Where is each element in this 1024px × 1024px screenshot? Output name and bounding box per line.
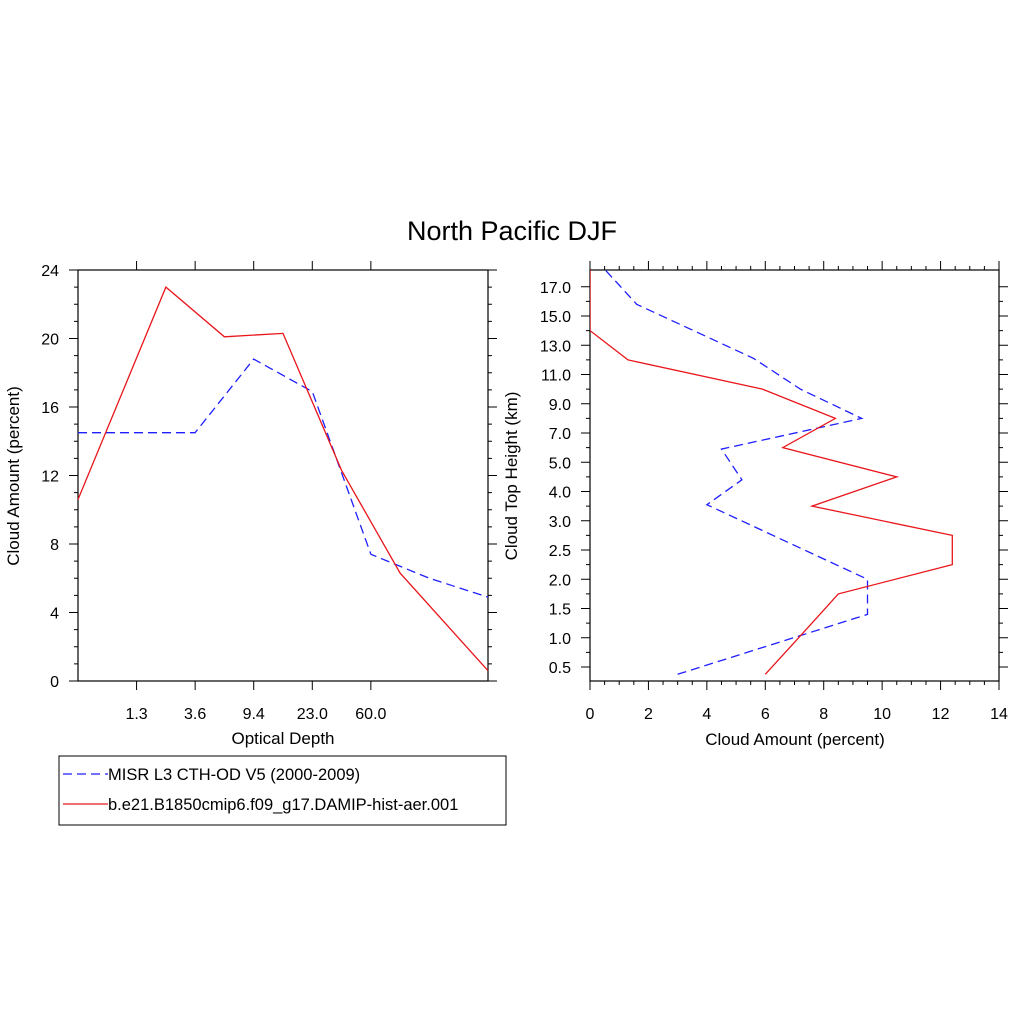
right-y-tick-label: 4.0 xyxy=(549,485,571,502)
legend-box xyxy=(58,755,507,826)
right-y-tick-label: 1.5 xyxy=(549,602,571,619)
right-y-axis-label: Cloud Top Height (km) xyxy=(502,392,521,561)
right-y-tick-label: 11.0 xyxy=(541,368,571,385)
right-y-tick-label: 0.5 xyxy=(549,660,571,677)
right-x-tick-label: 10 xyxy=(873,706,891,723)
right-series xyxy=(590,270,953,675)
misr-series-line xyxy=(78,358,489,598)
model-height-series-line xyxy=(590,270,953,675)
left-y-tick-label: 12 xyxy=(41,469,59,486)
right-x-tick-label: 4 xyxy=(702,706,711,723)
right-ticks: 0.5 1.0 1.5 2.0 2.5 3.0 4.0 5.0 7.0 9.0 11.0 13.0 15… xyxy=(540,261,1008,723)
right-x-tick-label: 6 xyxy=(761,706,770,723)
left-series xyxy=(77,286,489,672)
left-x-tick-label: 9.4 xyxy=(243,706,265,723)
left-y-tick-label: 24 xyxy=(41,263,59,280)
right-x-tick-label: 14 xyxy=(990,706,1008,723)
left-x-tick-label: 3.6 xyxy=(184,706,206,723)
right-y-tick-label: 17.0 xyxy=(540,280,571,297)
right-y-tick-label: 5.0 xyxy=(549,455,571,472)
right-x-tick-label: 2 xyxy=(644,706,653,723)
right-x-tick-label: 12 xyxy=(932,706,950,723)
left-y-axis-label: Cloud Amount (percent) xyxy=(4,386,23,566)
left-y-tick-label: 8 xyxy=(50,537,59,554)
left-y-tick-label: 20 xyxy=(41,332,59,349)
left-x-tick-label: 60.0 xyxy=(355,706,386,723)
right-plot-frame xyxy=(589,269,1000,682)
left-x-tick-label: 23.0 xyxy=(297,706,328,723)
left-ticks: 0 4 8 12 16 20 24 1.3 3.6 9.4 23.0 60.0 xyxy=(41,261,497,723)
right-y-tick-label: 2.5 xyxy=(549,543,571,560)
right-x-tick-label: 8 xyxy=(819,706,828,723)
left-y-tick-label: 16 xyxy=(41,400,59,417)
optical-depth-panel: 0 4 8 12 16 20 24 1.3 3.6 9.4 23.0 60.0 Optical Dep… xyxy=(4,261,497,748)
left-y-tick-label: 4 xyxy=(50,606,59,623)
right-y-tick-label: 13.0 xyxy=(540,338,571,355)
left-y-tick-label: 0 xyxy=(50,674,59,691)
right-x-axis-label: Cloud Amount (percent) xyxy=(705,730,885,749)
right-x-tick-label: 0 xyxy=(586,706,595,723)
chart-title: North Pacific DJF xyxy=(407,216,617,246)
model-series-line xyxy=(77,286,489,672)
left-x-tick-label: 1.3 xyxy=(125,706,147,723)
right-y-tick-label: 1.0 xyxy=(549,631,571,648)
left-x-axis-label: Optical Depth xyxy=(232,729,335,748)
right-y-tick-label: 3.0 xyxy=(549,514,571,531)
right-y-tick-label: 2.0 xyxy=(549,572,571,589)
right-y-tick-label: 7.0 xyxy=(549,426,571,443)
legend-label-model: b.e21.B1850cmip6.f09_g17.DAMIP-hist-aer.… xyxy=(108,796,458,814)
right-y-tick-label: 9.0 xyxy=(549,397,571,414)
left-plot-frame xyxy=(77,269,489,682)
legend: MISR L3 CTH-OD V5 (2000-2009) b.e21.B185… xyxy=(58,755,507,826)
right-y-tick-label: 15.0 xyxy=(540,309,571,326)
cloud-top-height-panel: 0.5 1.0 1.5 2.0 2.5 3.0 4.0 5.0 7.0 9.0 11.0 13.0 15… xyxy=(502,261,1008,749)
legend-label-misr: MISR L3 CTH-OD V5 (2000-2009) xyxy=(108,766,360,784)
misr-height-series-line xyxy=(604,270,869,675)
